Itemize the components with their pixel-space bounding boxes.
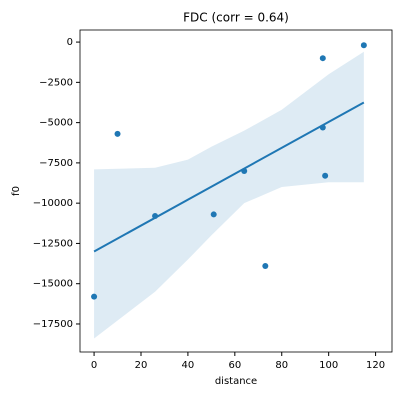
y-tick-label: −10000 <box>33 198 73 209</box>
x-tick-label: 80 <box>275 360 288 371</box>
y-tick-label: −2500 <box>39 77 73 88</box>
plot-frame <box>79 29 393 353</box>
y-tick-label: −7500 <box>39 158 73 169</box>
point <box>114 130 121 137</box>
y-tick-label: −5000 <box>39 118 73 129</box>
x-tick-label: 40 <box>182 360 195 371</box>
confidence-band <box>94 51 364 339</box>
y-axis-label: f0 <box>11 186 22 196</box>
point <box>262 262 269 269</box>
y-tick-label: −15000 <box>33 279 73 290</box>
chart-title: FDC (corr = 0.64) <box>183 11 289 25</box>
x-tick-label: 20 <box>135 360 148 371</box>
point <box>319 55 326 62</box>
x-axis-label: distance <box>215 376 257 387</box>
point <box>91 293 98 300</box>
y-tick-label: 0 <box>67 37 73 48</box>
y-tick-label: −17500 <box>33 319 73 330</box>
x-tick-label: 60 <box>228 360 241 371</box>
point <box>210 211 217 218</box>
y-tick-label: −12500 <box>33 238 73 249</box>
point <box>322 172 329 179</box>
x-tick-label: 120 <box>366 360 385 371</box>
x-tick-label: 0 <box>91 360 97 371</box>
x-tick-label: 100 <box>319 360 338 371</box>
regression-line <box>93 101 365 253</box>
point <box>360 42 367 49</box>
